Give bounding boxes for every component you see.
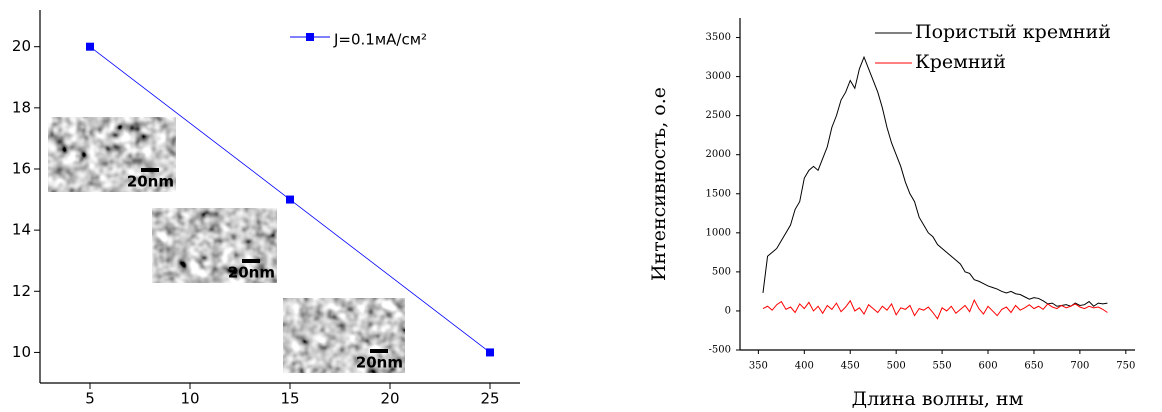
x-tick-label: 5: [85, 390, 95, 408]
point: [86, 42, 94, 51]
inset-label: 20nm: [356, 354, 403, 372]
scale-bar: [141, 168, 159, 172]
series-line: [762, 55, 1108, 307]
x-tick-label: 25: [480, 390, 499, 408]
x-tick-label: 700: [1070, 361, 1089, 372]
inset-label: 20nm: [228, 264, 275, 282]
x-tick-label: 350: [749, 361, 768, 372]
x-tick-label: 750: [1116, 361, 1135, 372]
x-tick-label: 500: [887, 361, 906, 372]
x-tick-label: 600: [978, 361, 997, 372]
inset-image: [48, 117, 176, 192]
legend-marker: [306, 33, 314, 41]
y-tick-label: 500: [712, 266, 731, 277]
y-tick-label: 12: [12, 282, 31, 300]
y-tick-label: 14: [12, 221, 31, 239]
y-tick-label: 2000: [706, 149, 731, 160]
y-tick-label: 3000: [706, 71, 731, 82]
left-chart: 5 10 15 20 25 10 12 14 16 18 20 J=0.1мА/см² 20nm 20nm…: [12, 10, 520, 408]
x-tick-label: 400: [795, 361, 814, 372]
legend-label: Кремний: [915, 51, 1006, 73]
y-tick-label: 10: [12, 343, 31, 361]
y-tick-label: 3500: [706, 32, 731, 43]
y-tick-label: 0: [725, 305, 731, 316]
y-axis-title: Интенсивность, о.е: [648, 87, 670, 281]
scale-bar: [242, 259, 260, 263]
y-tick-label: 20: [12, 37, 31, 55]
legend-label: J=0.1мА/см²: [333, 31, 427, 49]
x-tick-label: 450: [841, 361, 860, 372]
inset-label: 20nm: [127, 173, 174, 191]
x-tick-label: 15: [280, 390, 299, 408]
point: [286, 195, 294, 204]
x-tick-label: 10: [180, 390, 199, 408]
y-tick-label: -500: [709, 345, 731, 356]
x-axis-title: Длина волны, нм: [852, 388, 1024, 410]
series-line: [762, 298, 1108, 320]
inset-image: [152, 208, 277, 283]
y-tick-label: 18: [12, 98, 31, 116]
x-tick-label: 550: [933, 361, 952, 372]
scale-bar: [370, 349, 388, 353]
x-tick-label: 650: [1024, 361, 1043, 372]
right-chart: 350 400 450 500 550 600 650 700 750 -500 0 500 1000 1…: [648, 18, 1135, 410]
legend-label: Пористый кремний: [915, 21, 1111, 43]
inset-image: [283, 298, 405, 373]
y-tick-label: 1000: [706, 227, 731, 238]
y-tick-label: 2500: [706, 110, 731, 121]
point: [486, 348, 494, 357]
x-tick-label: 20: [380, 390, 399, 408]
y-tick-label: 1500: [706, 188, 731, 199]
y-tick-label: 16: [12, 159, 31, 177]
